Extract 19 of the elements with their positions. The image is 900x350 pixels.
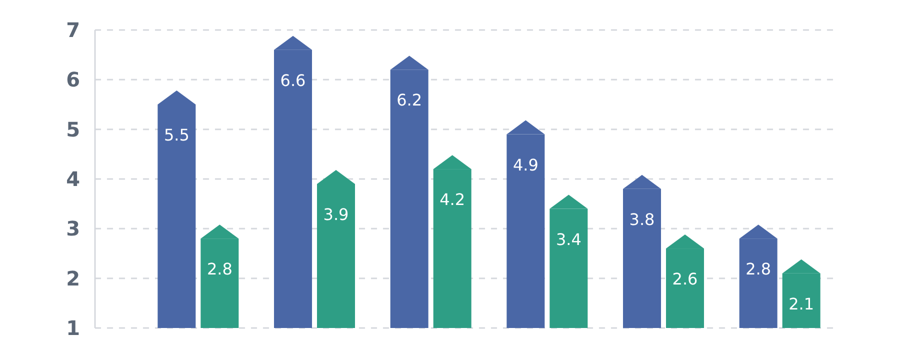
data-label: 4.2 <box>440 190 466 210</box>
y-tick-label: 5 <box>66 117 80 142</box>
data-label: 4.9 <box>512 155 538 174</box>
data-label: 5.5 <box>164 126 190 144</box>
y-tick-label: 1 <box>66 316 80 340</box>
y-tick-label: 3 <box>66 216 80 241</box>
y-tick-label: 2 <box>66 266 80 290</box>
data-label: 2.6 <box>672 270 698 289</box>
data-label: 2.8 <box>206 260 232 279</box>
data-label: 3.4 <box>556 230 582 249</box>
data-label: 6.2 <box>396 90 422 110</box>
data-label: 3.8 <box>629 210 655 229</box>
data-label: 3.9 <box>323 204 349 224</box>
y-tick-label: 7 <box>66 18 80 42</box>
y-tick-label: 6 <box>66 68 80 92</box>
data-label: 2.8 <box>746 260 772 279</box>
data-label: 6.6 <box>280 70 306 90</box>
data-label: 2.1 <box>788 294 814 314</box>
y-tick-label: 4 <box>66 167 80 191</box>
